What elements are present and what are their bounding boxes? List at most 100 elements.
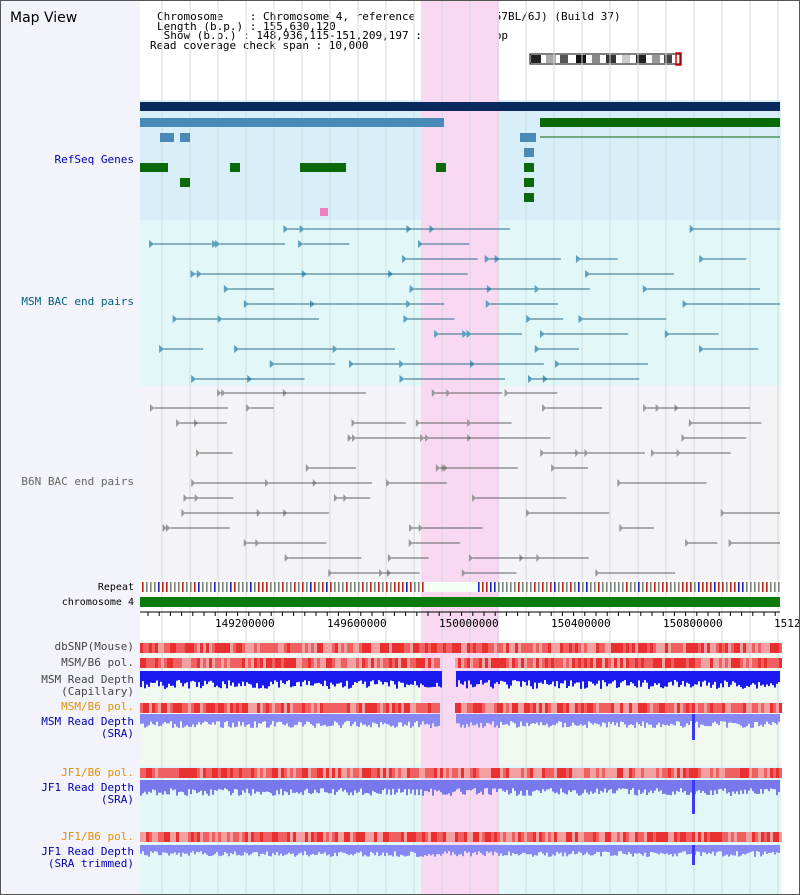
repeat-mark: [766, 582, 768, 592]
dbsnp-heat: [224, 643, 227, 653]
msm-depth-cap-bar: [200, 671, 202, 689]
repeat-mark: [746, 582, 748, 592]
jf1-b6-pol-trim-heat: [734, 832, 737, 842]
msm-depth-cap-bar: [424, 671, 426, 687]
msm-b6-pol-heat: [755, 658, 758, 668]
msm-bac-label[interactable]: MSM BAC end pairs: [21, 295, 134, 308]
jf1-trim-depth-bar: [778, 845, 780, 853]
msm-depth-cap-bar: [176, 671, 178, 681]
msm-depth-cap-bar: [142, 671, 144, 682]
msm-b6-pol-sra-heat: [773, 703, 776, 713]
jf1-b6-pol-trim-heat: [620, 832, 623, 842]
jf1-b6-pol-trim-heat: [431, 832, 434, 842]
msm-depth-cap-bar: [392, 671, 394, 682]
repeat-mark: [182, 582, 184, 592]
jf1-trim-depth-bar: [514, 845, 516, 855]
jf1-trim-depth-bar: [194, 845, 196, 855]
msm-depth-sra-bar: [760, 714, 762, 725]
jf1-trim-depth-bar: [306, 845, 308, 855]
msm-depth-cap-bar: [610, 671, 612, 684]
dbsnp-heat: [533, 643, 536, 653]
refseq-exon: [180, 133, 190, 142]
jf1-b6-pol-trim-heat: [359, 832, 362, 842]
msm-b6-pol-label[interactable]: MSM/B6 pol.: [61, 656, 134, 669]
msm-depth-cap-bar: [418, 671, 420, 688]
jf1-trim-depth-bar: [150, 845, 152, 852]
msm-depth-cap-bar: [614, 671, 616, 681]
repeat-mark: [758, 582, 760, 592]
dbsnp-heat: [587, 643, 590, 653]
msm-depth-cap-bar: [574, 671, 576, 684]
b6n-bac-label[interactable]: B6N BAC end pairs: [21, 475, 134, 488]
jf1-depth-bar: [540, 780, 542, 794]
msm-b6-pol-sra-heat: [422, 703, 425, 713]
jf1-trim-depth-bar: [326, 845, 328, 856]
dbsnp-label[interactable]: dbSNP(Mouse): [54, 640, 134, 653]
jf1-trim-label-1[interactable]: JF1 Read Depth: [41, 845, 134, 858]
repeat-mark: [226, 582, 228, 592]
dbsnp-heat: [164, 643, 167, 653]
dbsnp-heat: [416, 643, 419, 653]
b6n-bac-end: [540, 449, 545, 457]
jf1-trim-depth-bar: [574, 845, 576, 855]
msm-depth-sra-bar: [652, 714, 654, 728]
jf1-trim-depth-bar: [266, 845, 268, 852]
jf1-depth-bar: [342, 780, 344, 792]
jf1-trim-depth-bar: [236, 845, 238, 856]
jf1-trim-depth-bar: [606, 845, 608, 853]
jf1-b6-pol-trim-heat: [491, 832, 494, 842]
jf1-b6-pol-trim-heat: [509, 832, 512, 842]
msm-b6-pol-sra-heat: [434, 703, 437, 713]
msm-depth-cap-bar: [368, 671, 370, 687]
msm-depth-sra-bar: [494, 714, 496, 728]
jf1-b6-pol-trim-label[interactable]: JF1/B6 pol.: [61, 830, 134, 843]
jf1-trim-depth-bar: [498, 845, 500, 856]
jf1-depth-label-1[interactable]: JF1 Read Depth: [41, 781, 134, 794]
msm-b6-pol-heat: [743, 658, 746, 668]
jf1-b6-pol-trim-heat: [236, 832, 239, 842]
jf1-b6-pol-trim-heat: [674, 832, 677, 842]
dbsnp-heat: [554, 643, 557, 653]
jf1-b6-pol-trim-heat: [740, 832, 743, 842]
msm-b6-pol-heat: [536, 658, 539, 668]
dbsnp-heat: [491, 643, 494, 653]
msm-depth-cap-bar: [622, 671, 624, 682]
jf1-depth-bar: [696, 780, 698, 792]
msm-depth-sra-label-1[interactable]: MSM Read Depth: [41, 715, 134, 728]
msm-depth-sra-bar: [598, 714, 600, 725]
repeat-mark: [666, 582, 668, 592]
msm-b6-pol-sra-heat: [314, 703, 317, 713]
dbsnp-heat: [425, 643, 428, 653]
msm-b6-pol-heat: [689, 658, 692, 668]
jf1-depth-bar: [472, 780, 474, 790]
jf1-trim-depth-bar: [184, 845, 186, 854]
jf1-depth-bar: [372, 780, 374, 791]
jf1-depth-bar: [492, 780, 494, 789]
jf1-b6-pol-heat: [467, 768, 470, 778]
jf1-b6-pol-label[interactable]: JF1/B6 pol.: [61, 766, 134, 779]
jf1-depth-bar: [298, 780, 300, 794]
msm-depth-sra-bar: [258, 714, 260, 724]
jf1-b6-pol-trim-heat: [473, 832, 476, 842]
dbsnp-heat: [437, 643, 440, 653]
dbsnp-heat: [716, 643, 719, 653]
refseq-label[interactable]: RefSeq Genes: [54, 153, 134, 166]
jf1-b6-pol-trim-heat: [593, 832, 596, 842]
msm-b6-pol-sra-heat: [176, 703, 179, 713]
msm-bac-end: [462, 330, 468, 338]
jf1-depth-bar: [550, 780, 552, 789]
msm-depth-cap-bar: [192, 671, 194, 681]
jf1-b6-pol-heat: [533, 768, 536, 778]
jf1-trim-depth-bar: [358, 845, 360, 853]
jf1-b6-pol-heat: [650, 768, 653, 778]
jf1-depth-bar: [644, 780, 646, 790]
msm-bac-end: [534, 285, 540, 293]
repeat-mark: [562, 582, 564, 592]
msm-depth-sra-bar: [624, 714, 626, 725]
msm-depth-cap-label-1[interactable]: MSM Read Depth: [41, 673, 134, 686]
msm-b6-pol-sra-label[interactable]: MSM/B6 pol.: [61, 700, 134, 713]
jf1-b6-pol-trim-heat: [587, 832, 590, 842]
chromosome-ideogram[interactable]: [528, 52, 688, 66]
msm-b6-pol-sra-heat: [704, 703, 707, 713]
